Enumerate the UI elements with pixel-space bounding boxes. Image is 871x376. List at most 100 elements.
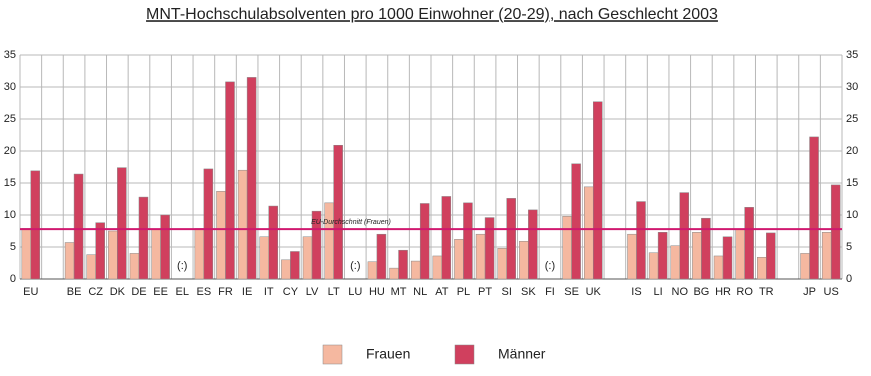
bar: [86, 254, 96, 280]
bar: [701, 217, 711, 280]
x-tick-label: SE: [564, 286, 579, 298]
bar: [389, 267, 399, 280]
bar: [627, 233, 637, 280]
bar: [281, 259, 291, 280]
x-tick-label: HU: [369, 286, 385, 298]
x-tick-label: UK: [586, 286, 602, 298]
bar: [713, 255, 724, 280]
y-tick-label: 5: [10, 241, 16, 253]
bar: [648, 252, 659, 280]
bar: [237, 169, 248, 280]
bar: [475, 233, 486, 280]
x-tick-label: JP: [803, 286, 816, 298]
y2-tick-label: 10: [846, 209, 858, 221]
chart-title: MNT-Hochschulabsolventen pro 1000 Einwoh…: [146, 6, 718, 23]
bar: [290, 251, 300, 280]
x-tick-label: RO: [736, 286, 753, 298]
bar: [454, 239, 464, 280]
bar: [757, 256, 767, 280]
reference-label: EU-Durchschnitt (Frauen): [311, 219, 391, 226]
x-tick-label: SI: [502, 286, 512, 298]
y2-tick-label: 30: [846, 81, 858, 93]
y2-tick-label: 25: [846, 113, 858, 125]
bar: [800, 253, 810, 280]
x-tick-label: CY: [283, 286, 299, 298]
x-tick-label: EL: [176, 286, 189, 298]
bar: [766, 232, 776, 280]
bar: [506, 198, 516, 280]
bar: [108, 230, 118, 280]
bar: [64, 242, 75, 280]
legend-swatch: [322, 344, 343, 365]
x-tick-label: ES: [197, 286, 212, 298]
y-tick-label: 10: [4, 209, 16, 221]
y2-tick-label: 0: [846, 273, 852, 285]
y2-tick-label: 20: [846, 145, 858, 157]
x-tick-label: BG: [693, 286, 709, 298]
x-tick-label: LI: [654, 286, 663, 298]
bar: [324, 202, 334, 280]
bar: [129, 253, 140, 280]
x-tick-label: DK: [110, 286, 126, 298]
bar: [441, 196, 452, 280]
x-tick-label: MT: [391, 286, 407, 298]
legend-swatch: [454, 344, 475, 365]
y-tick-label: 35: [4, 49, 16, 61]
y2-tick-label: 35: [846, 49, 858, 61]
x-tick-label: HR: [715, 286, 731, 298]
bar: [203, 168, 214, 280]
bar: [302, 236, 313, 280]
x-tick-label: FI: [545, 286, 555, 298]
x-tick-label: PL: [457, 286, 470, 298]
bar: [398, 249, 408, 280]
bar: [583, 186, 594, 280]
y2-tick-label: 5: [846, 241, 852, 253]
bar: [311, 210, 322, 280]
bar: [194, 228, 205, 280]
bar: [419, 203, 430, 280]
bar: [151, 228, 161, 280]
bar: [160, 214, 170, 280]
x-tick-label: EU: [23, 286, 38, 298]
bar: [670, 245, 681, 280]
x-tick-label: LV: [306, 286, 319, 298]
bar: [592, 101, 603, 280]
bar: [821, 232, 832, 280]
bar: [636, 201, 646, 280]
bar: [830, 184, 841, 280]
y2-tick-label: 15: [846, 177, 858, 189]
x-tick-label: FR: [218, 286, 233, 298]
legend-label: Frauen: [366, 346, 410, 362]
bar: [73, 173, 84, 280]
bar: [519, 240, 529, 280]
x-tick-label: IT: [264, 286, 274, 298]
bar: [138, 196, 149, 280]
bar: [463, 202, 473, 280]
x-tick-label: US: [824, 286, 839, 298]
x-tick-label: IE: [242, 286, 252, 298]
bar: [497, 248, 507, 280]
missing-label: (:): [545, 260, 555, 272]
missing-label: (:): [350, 260, 360, 272]
x-tick-label: IS: [631, 286, 641, 298]
bar: [722, 236, 733, 280]
bar: [809, 136, 819, 280]
bar: [679, 192, 690, 280]
bar: [432, 255, 443, 280]
y-tick-label: 20: [4, 145, 16, 157]
bar: [657, 232, 668, 280]
x-tick-label: TR: [759, 286, 774, 298]
x-tick-label: CZ: [88, 286, 103, 298]
x-tick-label: PT: [478, 286, 492, 298]
bar: [562, 216, 572, 280]
legend-label: Männer: [498, 346, 546, 362]
y-tick-label: 25: [4, 113, 16, 125]
x-tick-label: DE: [131, 286, 146, 298]
bar: [95, 222, 105, 280]
bar: [484, 217, 495, 280]
y-tick-label: 0: [10, 273, 16, 285]
y-tick-label: 30: [4, 81, 16, 93]
x-tick-label: BE: [67, 286, 82, 298]
x-tick-label: EE: [153, 286, 168, 298]
